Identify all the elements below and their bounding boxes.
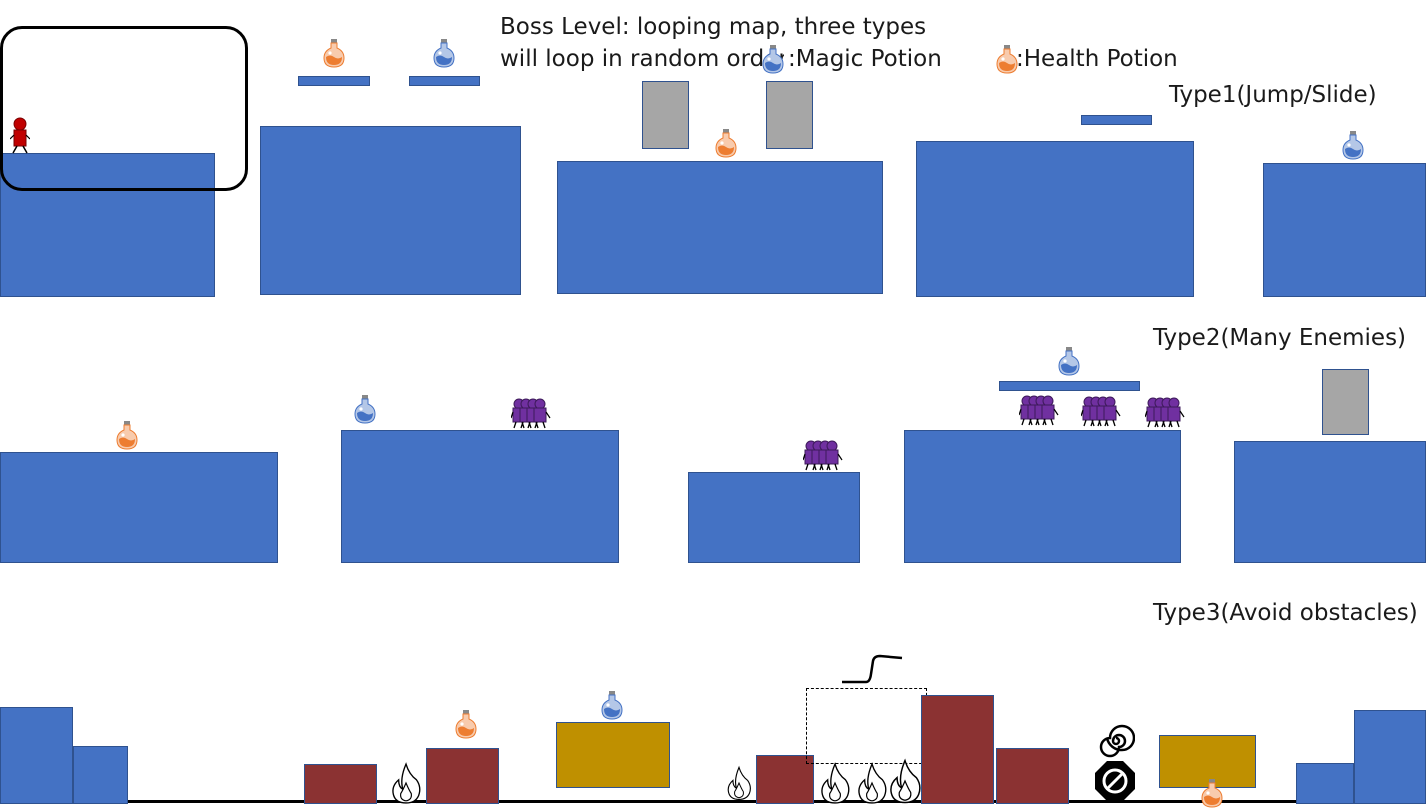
platform [0, 707, 73, 804]
floating-platform [1081, 115, 1152, 125]
legend-health-potion-label: :Health Potion [1016, 46, 1178, 72]
enemy-group-icon [511, 398, 551, 430]
platform [73, 746, 128, 804]
jump-path-icon [840, 652, 904, 686]
magic-potion-icon [601, 690, 623, 720]
enemy-group-icon [1019, 395, 1059, 427]
brick-block [426, 748, 499, 804]
enemy-group-icon [803, 440, 843, 472]
legend-health-potion-icon [996, 44, 1018, 74]
enemy-group-icon [1081, 396, 1121, 428]
gold-block [1159, 735, 1256, 788]
floating-platform [999, 381, 1140, 391]
title-line-1: Boss Level: looping map, three types [500, 14, 927, 40]
fire-hazard-icon [818, 762, 852, 804]
health-potion-icon [323, 38, 345, 68]
brick-block [304, 764, 377, 804]
floating-platform [298, 76, 370, 86]
brick-block [996, 748, 1069, 804]
platform [1296, 763, 1354, 804]
slide-zone-dashed-box [806, 688, 927, 764]
fire-hazard-icon [726, 765, 752, 801]
fire-hazard-icon [888, 758, 922, 804]
enemy-group-icon [1145, 397, 1185, 429]
spiral-icon [1097, 722, 1135, 760]
fire-hazard-icon [389, 762, 423, 804]
platform [904, 430, 1181, 563]
start-area-frame [0, 26, 248, 191]
gray-block [1322, 369, 1369, 435]
platform [1263, 163, 1426, 297]
type1-label: Type1(Jump/Slide) [1169, 82, 1377, 108]
platform [1354, 710, 1426, 804]
no-entry-sign-icon [1094, 760, 1136, 802]
health-potion-icon [116, 420, 138, 450]
magic-potion-icon [433, 38, 455, 68]
health-potion-icon [715, 128, 737, 158]
magic-potion-icon [1342, 130, 1364, 160]
brick-block [921, 695, 994, 804]
legend-magic-potion-label: :Magic Potion [784, 48, 942, 71]
platform [0, 153, 215, 297]
platform [0, 452, 278, 563]
floating-platform [409, 76, 480, 86]
magic-potion-icon [1058, 346, 1080, 376]
type2-label: Type2(Many Enemies) [1153, 325, 1407, 351]
gray-block [642, 81, 689, 149]
health-potion-icon [455, 709, 477, 739]
platform [341, 430, 619, 563]
legend-magic-potion-icon [762, 44, 784, 74]
title-line-2: will loop in random order [500, 46, 788, 72]
platform [688, 472, 860, 563]
platform [916, 141, 1194, 297]
platform [557, 161, 883, 294]
platform [260, 126, 521, 295]
type3-label: Type3(Avoid obstacles) [1153, 600, 1418, 626]
player-character-icon [10, 117, 30, 155]
gold-block [556, 722, 670, 788]
fire-hazard-icon [855, 762, 889, 804]
ground-line [128, 800, 1298, 803]
platform [1234, 441, 1426, 563]
magic-potion-icon [354, 394, 376, 424]
gray-block [766, 81, 813, 149]
